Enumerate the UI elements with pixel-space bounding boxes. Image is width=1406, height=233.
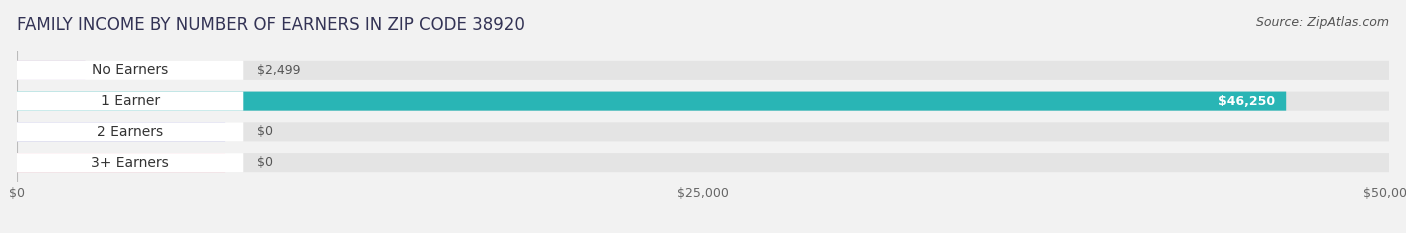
Text: $2,499: $2,499: [257, 64, 301, 77]
Text: $46,250: $46,250: [1218, 95, 1275, 108]
FancyBboxPatch shape: [17, 61, 86, 80]
Text: FAMILY INCOME BY NUMBER OF EARNERS IN ZIP CODE 38920: FAMILY INCOME BY NUMBER OF EARNERS IN ZI…: [17, 16, 524, 34]
FancyBboxPatch shape: [17, 122, 1389, 141]
FancyBboxPatch shape: [17, 61, 1389, 80]
Text: Source: ZipAtlas.com: Source: ZipAtlas.com: [1256, 16, 1389, 29]
Text: No Earners: No Earners: [91, 63, 169, 77]
FancyBboxPatch shape: [17, 122, 225, 141]
FancyBboxPatch shape: [17, 92, 1389, 111]
FancyBboxPatch shape: [17, 61, 243, 80]
Text: 2 Earners: 2 Earners: [97, 125, 163, 139]
FancyBboxPatch shape: [17, 92, 1286, 111]
Text: 1 Earner: 1 Earner: [100, 94, 160, 108]
FancyBboxPatch shape: [17, 122, 243, 141]
FancyBboxPatch shape: [17, 153, 1389, 172]
Text: $0: $0: [257, 156, 273, 169]
FancyBboxPatch shape: [17, 153, 243, 172]
FancyBboxPatch shape: [17, 153, 225, 172]
FancyBboxPatch shape: [17, 92, 243, 111]
Text: 3+ Earners: 3+ Earners: [91, 156, 169, 170]
Text: $0: $0: [257, 125, 273, 138]
